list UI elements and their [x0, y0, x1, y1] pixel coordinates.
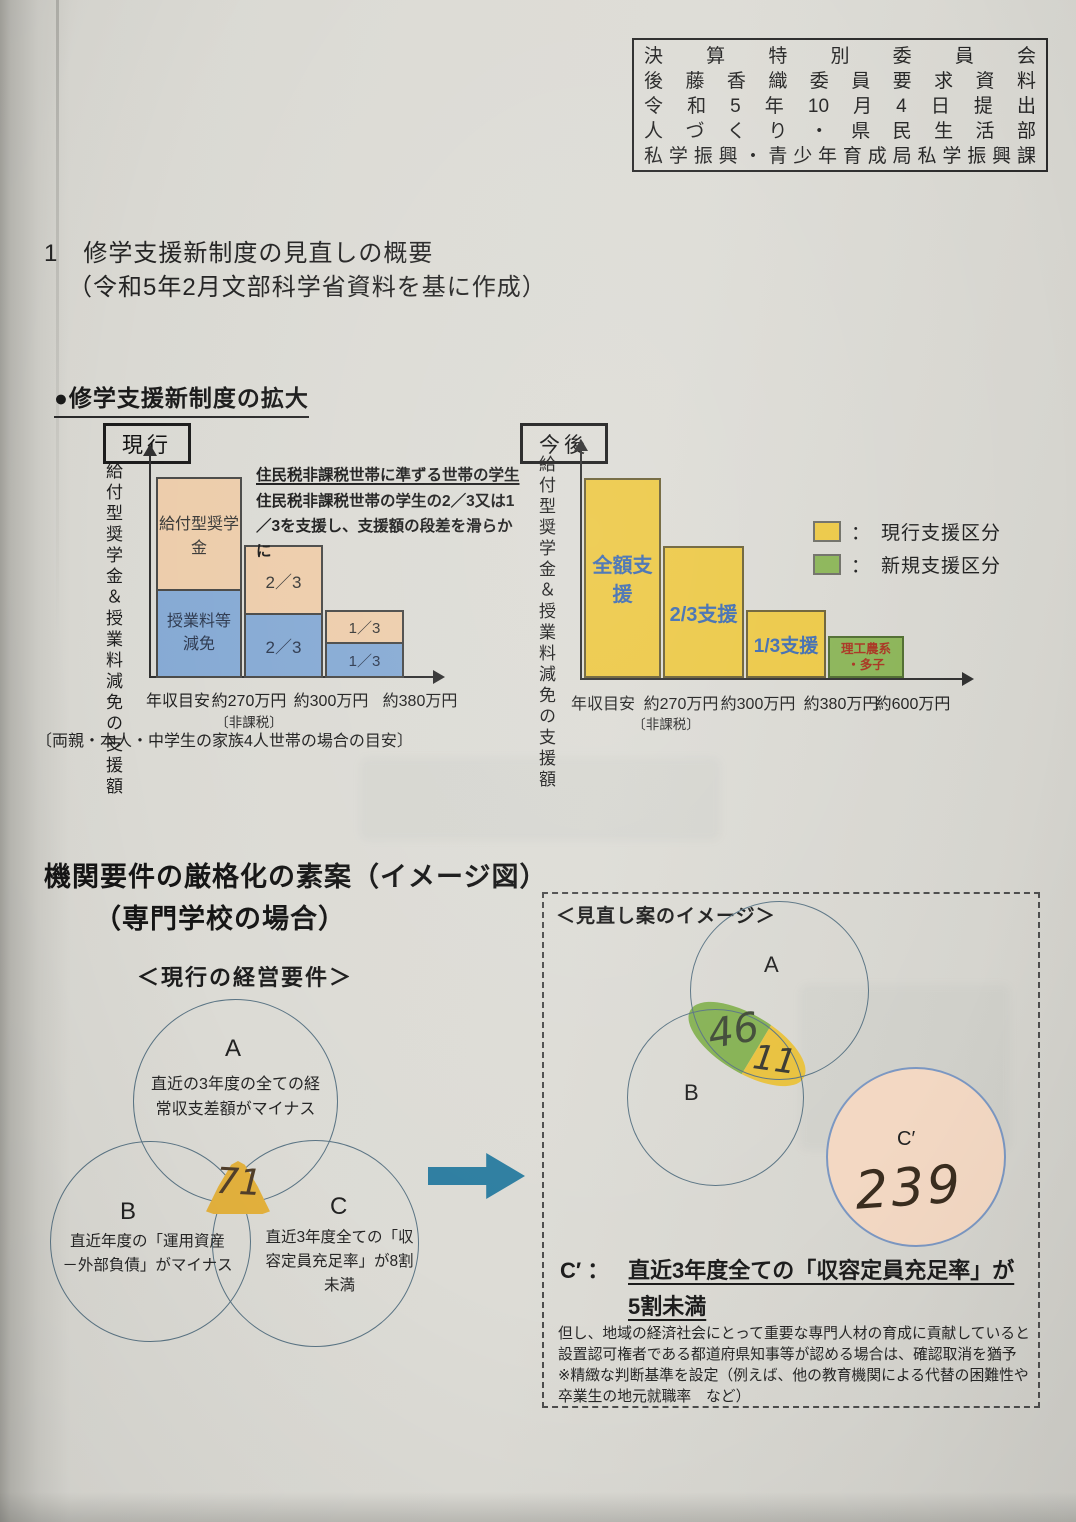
current-bar3-grant-segment: 1／3	[325, 610, 404, 644]
current-y-axis	[149, 455, 151, 678]
future-bar-two-thirds-label: 2/3支援	[669, 603, 738, 626]
current-x-tick-4: 約380万円	[382, 693, 458, 710]
venn-current-desc-c: 直近3年度全ての「収 容定員充足率」が8割 未満	[265, 1229, 414, 1294]
legend-yellow-swatch-icon	[813, 521, 841, 542]
current-requirements-heading: ＜現行の経営要件＞	[137, 965, 354, 990]
document-title-line1: 1 修学支援新制度の見直しの概要	[44, 240, 434, 267]
future-bar-full-support: 全額支援	[584, 478, 661, 678]
venn-revised-label-a: A	[764, 952, 779, 977]
stamp-line-division: 私学振興・青少年育成局私学振興課	[644, 146, 1036, 167]
future-x-subtick: 〔非課税〕	[632, 717, 700, 732]
legend-green-swatch-icon	[813, 554, 841, 575]
bleed-through-artifact	[360, 758, 720, 840]
c-prime-definition-prefix: C′ ：	[560, 1258, 610, 1283]
future-x-tick-4: 約380万円	[803, 696, 879, 713]
legend-new-support: ： 新規支援区分	[813, 551, 1001, 578]
section-expansion-heading: ●修学支援新制度の拡大	[54, 379, 309, 418]
current-bar2-tuition-label: 2／3	[265, 638, 302, 657]
future-bar-one-third: 1/3支援	[746, 610, 826, 678]
venn-current-label-b: B	[120, 1198, 137, 1225]
current-chart-note-body: 住民税非課税世帯の学生の2／3又は1／3を支援し、支援額の段差を滑らかに	[256, 493, 515, 560]
current-bar1-grant-label: 給付型奨学金	[158, 516, 239, 557]
document-title-line2: （令和5年2月文部科学省資料を基に作成）	[68, 274, 547, 301]
current-x-axis-arrow-icon	[433, 670, 445, 684]
committee-stamp-box: 決算特別委員会 後藤香織委員要求資料 令和5年10月4日提出 人づくり・県民生活…	[632, 38, 1048, 172]
handwritten-yellow-count: 11	[750, 1037, 799, 1083]
stamp-line-committee: 決算特別委員会	[644, 46, 1036, 67]
c-prime-definition-line2: 5割未満	[628, 1294, 707, 1319]
current-x-tick-2: 約270万円	[211, 693, 287, 710]
current-chart-note-title: 住民税非課税世帯に準ずる世帯の学生	[256, 467, 520, 484]
future-bar-stem-multichild-label: 理工農系 ・多子	[840, 641, 891, 672]
current-x-tick-3: 約300万円	[293, 693, 369, 710]
current-bar3-tuition-label: 1／3	[348, 652, 381, 670]
future-bar-one-third-label: 1/3支援	[753, 635, 819, 657]
legend-new-support-label: 新規支援区分	[881, 556, 1002, 577]
current-bar1-tuition-label: 授業料等 減免	[166, 613, 231, 653]
transform-arrow-icon	[428, 1153, 525, 1199]
page-left-edge	[0, 0, 70, 1522]
stamp-line-date: 令和5年10月4日提出	[644, 96, 1036, 117]
revised-note-1: 但し、地域の経済社会にとって重要な専門人材の育成に貢献していると設置認可権者であ…	[558, 1326, 1030, 1363]
current-bar2-grant-segment: 2／3	[244, 545, 323, 615]
legend-current-support: ： 現行支援区分	[813, 518, 1001, 545]
criteria-title-line2: （専門学校の場合）	[94, 904, 346, 934]
future-x-tick-5: 約600万円	[875, 696, 951, 713]
venn-current-label-a: A	[225, 1035, 242, 1062]
current-x-subtick: 〔非課税〕	[215, 715, 283, 730]
future-x-tick-1: 年収目安	[570, 696, 636, 713]
future-y-axis	[580, 450, 582, 678]
future-bar-two-thirds: 2/3支援	[663, 546, 744, 678]
venn-revised-label-b: B	[684, 1080, 699, 1105]
venn-revised-circle-c-prime	[826, 1067, 1006, 1247]
legend-current-support-label: 現行支援区分	[881, 523, 1002, 544]
future-y-axis-label: 給付型奨学金＆授業料減免の支援額	[536, 455, 555, 791]
future-y-axis-arrow-icon	[574, 439, 588, 451]
revised-proposal-heading: ＜見直し案のイメージ＞	[556, 906, 776, 927]
legend-separator: ：	[851, 523, 872, 544]
current-bar3-grant-label: 1／3	[348, 619, 381, 637]
current-bar1-tuition-segment: 授業料等 減免	[156, 589, 242, 678]
legend-separator: ：	[851, 556, 872, 577]
current-y-axis-label: 給付型奨学金＆授業料減免の支援額	[103, 462, 122, 798]
current-y-axis-arrow-icon	[143, 444, 157, 456]
household-footnote: 〔両親・本人・中学生の家族4人世帯の場合の目安〕	[36, 733, 413, 750]
handwritten-c-prime-count: 239	[853, 1154, 966, 1222]
c-prime-definition-main: 直近3年度全ての「収容定員充足率」が	[628, 1258, 1015, 1283]
venn-revised-label-c-prime: C′	[897, 1128, 916, 1150]
venn-current-desc-b: 直近年度の「運用資産 －外部負債」がマイナス	[62, 1233, 233, 1274]
future-x-tick-2: 約270万円	[643, 696, 719, 713]
venn-current-desc-a: 直近の3年度の全ての経 常収支差額がマイナス	[151, 1076, 320, 1118]
future-chart-tag: 今後	[520, 423, 608, 464]
stamp-line-department: 人づくり・県民生活部	[644, 121, 1036, 142]
venn-current-label-c: C	[330, 1193, 348, 1220]
venn-revised-circle-b	[627, 1009, 804, 1186]
criteria-title-line1: 機関要件の厳格化の素案（イメージ図）	[44, 862, 548, 892]
revised-note-2: ※精緻な判断基準を設定（例えば、他の教育機関による代替の困難性や卒業生の地元就職…	[558, 1368, 1029, 1405]
current-bar1-grant-segment: 給付型奨学金	[156, 477, 242, 591]
future-bar-full-support-label: 全額支援	[592, 555, 653, 606]
current-bar2-grant-label: 2／3	[265, 572, 302, 592]
stamp-line-requester: 後藤香織委員要求資料	[644, 71, 1036, 92]
page-crease	[56, 0, 59, 640]
future-bar-stem-multichild: 理工農系 ・多子	[828, 636, 904, 678]
future-x-axis	[580, 678, 968, 680]
handwritten-abc-count: 71	[214, 1160, 263, 1205]
current-x-tick-1: 年収目安	[145, 693, 211, 710]
current-bar3-tuition-segment: 1／3	[325, 642, 404, 678]
venn-current-circle-c	[212, 1140, 419, 1347]
future-x-tick-3: 約300万円	[720, 696, 796, 713]
revised-proposal-box	[542, 892, 1040, 1408]
page-bottom-shadow	[0, 1492, 1076, 1522]
future-x-axis-arrow-icon	[962, 672, 974, 686]
current-bar2-tuition-segment: 2／3	[244, 613, 323, 678]
